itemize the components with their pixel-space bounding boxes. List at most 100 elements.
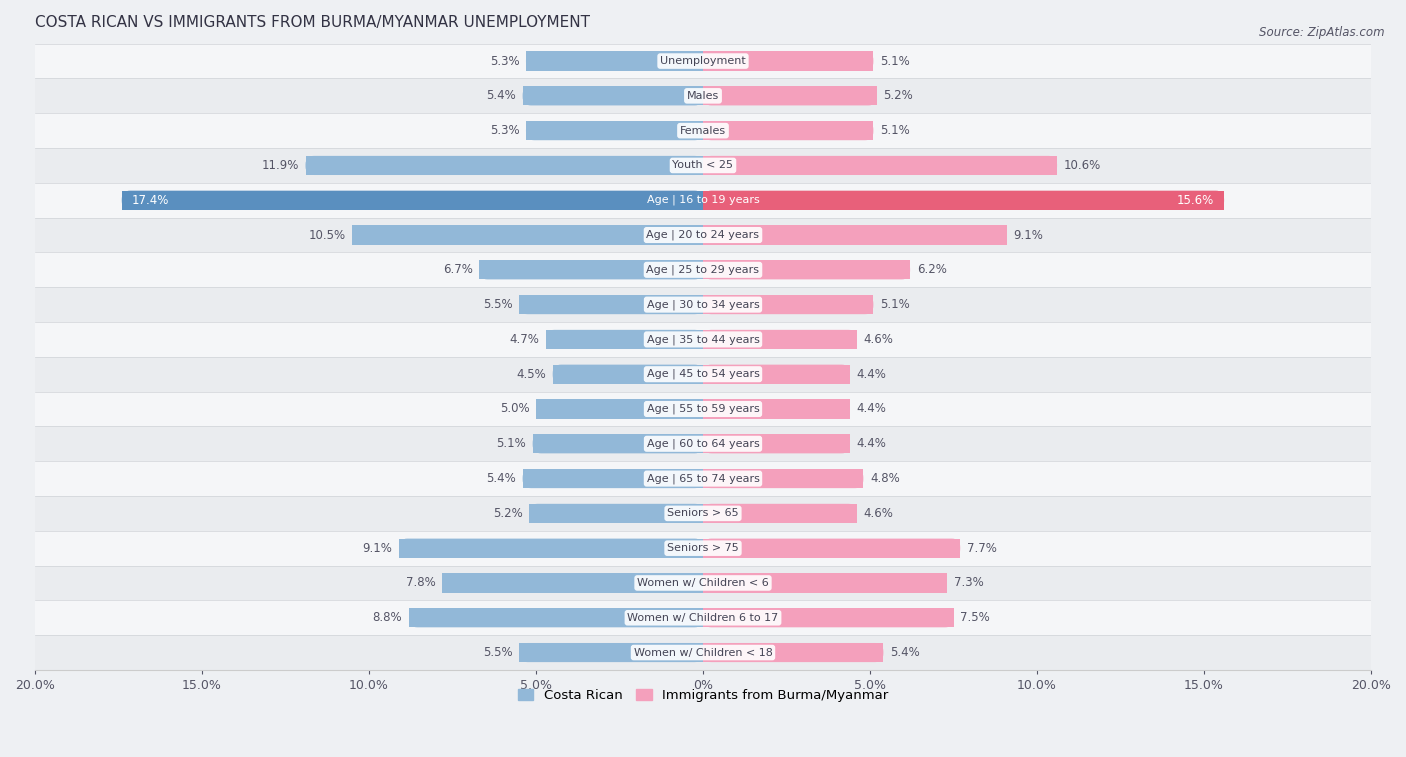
Text: Seniors > 65: Seniors > 65 <box>668 509 738 519</box>
FancyBboxPatch shape <box>519 295 703 314</box>
Text: Age | 20 to 24 years: Age | 20 to 24 years <box>647 230 759 240</box>
Bar <box>529 504 703 523</box>
Text: 10.5%: 10.5% <box>308 229 346 241</box>
FancyBboxPatch shape <box>703 435 851 453</box>
Bar <box>703 121 873 140</box>
FancyBboxPatch shape <box>523 86 703 105</box>
Text: 4.7%: 4.7% <box>509 333 540 346</box>
Text: 8.8%: 8.8% <box>373 611 402 625</box>
Text: Source: ZipAtlas.com: Source: ZipAtlas.com <box>1260 26 1385 39</box>
Bar <box>703 400 851 419</box>
Text: Age | 25 to 29 years: Age | 25 to 29 years <box>647 265 759 275</box>
Bar <box>703 51 873 70</box>
Text: Youth < 25: Youth < 25 <box>672 160 734 170</box>
Bar <box>353 226 703 245</box>
Text: 15.6%: 15.6% <box>1177 194 1213 207</box>
Bar <box>35 148 1371 183</box>
FancyBboxPatch shape <box>703 191 1225 210</box>
FancyBboxPatch shape <box>523 469 703 488</box>
Bar <box>526 51 703 70</box>
Bar <box>703 469 863 488</box>
Bar <box>703 435 851 453</box>
FancyBboxPatch shape <box>443 573 703 593</box>
Bar <box>519 295 703 314</box>
Bar <box>703 538 960 558</box>
Legend: Costa Rican, Immigrants from Burma/Myanmar: Costa Rican, Immigrants from Burma/Myanm… <box>512 684 894 707</box>
Bar <box>35 461 1371 496</box>
Text: 5.3%: 5.3% <box>489 55 519 67</box>
FancyBboxPatch shape <box>703 51 873 70</box>
FancyBboxPatch shape <box>305 156 703 175</box>
Text: 5.1%: 5.1% <box>880 298 910 311</box>
Bar <box>523 469 703 488</box>
FancyBboxPatch shape <box>546 330 703 349</box>
Bar <box>703 156 1057 175</box>
Text: Age | 65 to 74 years: Age | 65 to 74 years <box>647 473 759 484</box>
Bar <box>703 295 873 314</box>
Text: 6.7%: 6.7% <box>443 263 472 276</box>
Text: 7.7%: 7.7% <box>967 542 997 555</box>
Text: Males: Males <box>688 91 718 101</box>
Bar <box>35 635 1371 670</box>
Text: 5.4%: 5.4% <box>486 89 516 102</box>
Bar <box>35 252 1371 287</box>
Bar <box>533 435 703 453</box>
FancyBboxPatch shape <box>703 400 851 419</box>
Text: 5.3%: 5.3% <box>489 124 519 137</box>
FancyBboxPatch shape <box>529 504 703 523</box>
Text: 4.4%: 4.4% <box>856 438 887 450</box>
Bar <box>553 365 703 384</box>
FancyBboxPatch shape <box>703 469 863 488</box>
Bar <box>703 330 856 349</box>
Text: COSTA RICAN VS IMMIGRANTS FROM BURMA/MYANMAR UNEMPLOYMENT: COSTA RICAN VS IMMIGRANTS FROM BURMA/MYA… <box>35 15 591 30</box>
FancyBboxPatch shape <box>703 121 873 140</box>
FancyBboxPatch shape <box>703 573 946 593</box>
Bar <box>536 400 703 419</box>
FancyBboxPatch shape <box>703 330 856 349</box>
Text: 4.6%: 4.6% <box>863 333 893 346</box>
FancyBboxPatch shape <box>703 226 1007 245</box>
Bar <box>409 608 703 628</box>
Text: 5.4%: 5.4% <box>486 472 516 485</box>
Text: Age | 45 to 54 years: Age | 45 to 54 years <box>647 369 759 379</box>
Bar <box>122 191 703 210</box>
Text: 5.2%: 5.2% <box>883 89 912 102</box>
FancyBboxPatch shape <box>703 365 851 384</box>
FancyBboxPatch shape <box>703 295 873 314</box>
Bar <box>443 573 703 593</box>
FancyBboxPatch shape <box>703 86 877 105</box>
Text: Age | 16 to 19 years: Age | 16 to 19 years <box>647 195 759 205</box>
Bar <box>703 226 1007 245</box>
Bar <box>703 365 851 384</box>
Text: 4.4%: 4.4% <box>856 368 887 381</box>
Bar <box>703 191 1225 210</box>
Text: 5.5%: 5.5% <box>484 298 513 311</box>
Text: 5.1%: 5.1% <box>880 55 910 67</box>
FancyBboxPatch shape <box>703 538 960 558</box>
Text: 7.8%: 7.8% <box>406 577 436 590</box>
Text: 5.1%: 5.1% <box>496 438 526 450</box>
FancyBboxPatch shape <box>353 226 703 245</box>
Text: 6.2%: 6.2% <box>917 263 946 276</box>
FancyBboxPatch shape <box>409 608 703 628</box>
Text: 4.4%: 4.4% <box>856 403 887 416</box>
FancyBboxPatch shape <box>703 643 883 662</box>
Bar <box>35 44 1371 79</box>
Text: 7.5%: 7.5% <box>960 611 990 625</box>
Text: 9.1%: 9.1% <box>1014 229 1043 241</box>
Bar <box>519 643 703 662</box>
FancyBboxPatch shape <box>399 538 703 558</box>
FancyBboxPatch shape <box>536 400 703 419</box>
Bar <box>35 565 1371 600</box>
Text: 17.4%: 17.4% <box>132 194 169 207</box>
FancyBboxPatch shape <box>526 121 703 140</box>
Bar <box>35 600 1371 635</box>
FancyBboxPatch shape <box>703 260 910 279</box>
Bar <box>35 531 1371 565</box>
Bar <box>703 608 953 628</box>
Text: Seniors > 75: Seniors > 75 <box>666 544 740 553</box>
FancyBboxPatch shape <box>122 191 703 210</box>
Bar <box>35 357 1371 391</box>
Text: 5.2%: 5.2% <box>494 507 523 520</box>
Text: Age | 55 to 59 years: Age | 55 to 59 years <box>647 403 759 414</box>
